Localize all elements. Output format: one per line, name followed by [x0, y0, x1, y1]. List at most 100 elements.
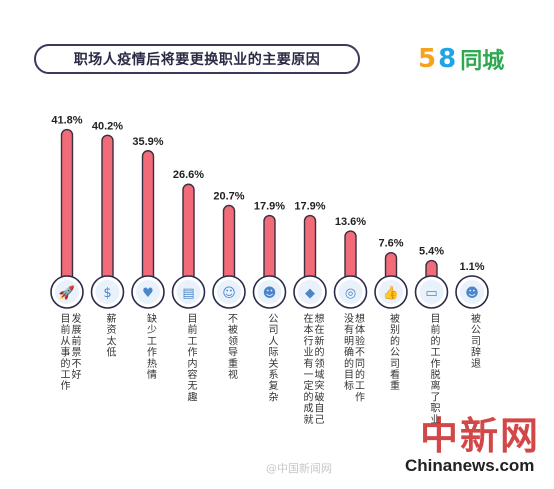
- category-label-char: 作: [61, 380, 71, 392]
- category-label-char: 内: [188, 357, 198, 370]
- category-label-char: 了: [431, 391, 441, 403]
- category-label-char: 目: [344, 370, 354, 381]
- category-label-char: 好: [72, 369, 82, 381]
- category-label-char: 工: [431, 348, 441, 359]
- category-label-char: 作: [431, 358, 441, 370]
- category-label-char: 定: [304, 379, 314, 392]
- category-label-char: 资: [107, 324, 117, 336]
- category-label-char: 的: [344, 357, 354, 370]
- category-label-char: 领: [315, 357, 325, 370]
- category-label-char: 少: [147, 324, 157, 336]
- category-label-char: 目: [431, 314, 441, 325]
- category-label-char: 的: [61, 357, 71, 370]
- category-label-char: 不: [355, 348, 365, 359]
- category-label-char: 脱: [431, 368, 441, 381]
- data-label: 17.9%: [294, 201, 325, 213]
- category-label-char: 重: [228, 357, 238, 370]
- category-label-char: 公: [471, 325, 481, 336]
- category-label-char: 趣: [188, 390, 198, 403]
- bar: [425, 259, 438, 281]
- category-label-char: 低: [107, 346, 117, 359]
- data-label: 5.4%: [419, 246, 444, 258]
- category-label-char: 人: [269, 335, 279, 347]
- category-label-char: 复: [269, 379, 279, 392]
- brand-name: 同城: [460, 49, 505, 74]
- category-label-char: 发: [72, 312, 82, 325]
- category-label-char: 作: [147, 347, 157, 359]
- category-label-char: 作: [188, 347, 198, 359]
- category-label-char: 看: [390, 368, 400, 381]
- laptop-person-icon-glyph: ▭: [425, 286, 437, 301]
- thumbs-up-icon-bg: [379, 280, 403, 304]
- category-label-char: 作: [355, 391, 365, 403]
- category-label-char: 系: [269, 369, 279, 381]
- category-label-char: 体: [355, 324, 365, 336]
- data-label: 1.1%: [459, 261, 484, 273]
- person-tie-icon-bg: [217, 280, 241, 304]
- category-label-char: 事: [61, 346, 71, 359]
- diamond-icon-glyph: ◆: [305, 286, 315, 301]
- category-label-char: 薪: [107, 313, 117, 325]
- category-label-char: 司: [390, 359, 400, 370]
- target-person-icon-bg: [338, 280, 363, 304]
- category-label-char: 目: [188, 314, 198, 325]
- category-label-char: 自: [315, 402, 325, 415]
- rocket-icon-glyph: 🚀: [59, 285, 75, 301]
- category-label-char: 的: [431, 334, 441, 347]
- category-label-char: 被: [390, 312, 400, 325]
- category-label-char: 在: [315, 324, 325, 336]
- category-label-char: 的: [315, 346, 325, 359]
- category-label-char: 展: [72, 324, 82, 336]
- category-label-char: 情: [147, 368, 157, 381]
- bar: [60, 128, 74, 281]
- brand-logo: 5 8 同城: [418, 42, 504, 76]
- category-label-char: 的: [355, 368, 365, 381]
- category-label-char: 容: [188, 368, 198, 381]
- crowd-icon-glyph: ☻: [465, 286, 479, 301]
- category-label-char: 景: [72, 347, 82, 359]
- category-label-char: 职: [431, 403, 441, 415]
- category-label-char: 无: [188, 381, 198, 392]
- category-label-char: 的: [304, 390, 314, 403]
- money-bag-icon-glyph: $: [103, 286, 111, 301]
- heart-hand-icon-bg: [136, 280, 160, 304]
- category-label-char: 退: [471, 358, 481, 370]
- category-label-char: 域: [315, 368, 325, 381]
- category-label-char: 明: [344, 335, 354, 347]
- category-label-char: 重: [390, 379, 400, 392]
- data-label: 35.9%: [132, 136, 163, 148]
- category-label-char: 目: [61, 314, 71, 325]
- category-label-char: 有: [344, 323, 354, 336]
- category-label-char: 前: [61, 323, 71, 336]
- category-label-char: 想: [355, 312, 365, 325]
- category-label-char: 前: [431, 323, 441, 336]
- category-label-char: 成: [304, 403, 314, 415]
- bar: [384, 252, 398, 281]
- clipboard-icon-bg: [176, 280, 201, 304]
- category-label-char: 突: [315, 379, 325, 392]
- category-label-char: 己: [315, 415, 325, 426]
- category-label-char: 工: [147, 336, 157, 347]
- bar: [101, 134, 114, 281]
- category-label-char: 同: [355, 358, 365, 370]
- crowd-icon-bg: [460, 280, 484, 304]
- category-label-char: 的: [390, 334, 400, 347]
- category-label-char: 想: [315, 312, 325, 325]
- brand-digit-five: 5: [418, 44, 437, 74]
- category-label-char: 业: [304, 347, 314, 359]
- data-label: 26.6%: [173, 169, 204, 181]
- category-label-char: 辞: [471, 346, 481, 359]
- clipboard-icon-glyph: ▤: [182, 286, 194, 301]
- category-label-char: 离: [431, 379, 441, 392]
- people-group-icon-glyph: ☻: [263, 286, 277, 301]
- category-label-char: 导: [228, 347, 238, 359]
- category-label-char: 别: [390, 324, 400, 336]
- bar: [303, 214, 317, 281]
- category-label-char: 本: [304, 323, 314, 336]
- people-group-icon-bg: [257, 280, 282, 304]
- person-tie-icon-glyph: ☺: [222, 286, 236, 301]
- data-label: 40.2%: [92, 120, 123, 132]
- category-label-char: 不: [72, 359, 82, 370]
- rocket-icon-bg: [55, 280, 79, 304]
